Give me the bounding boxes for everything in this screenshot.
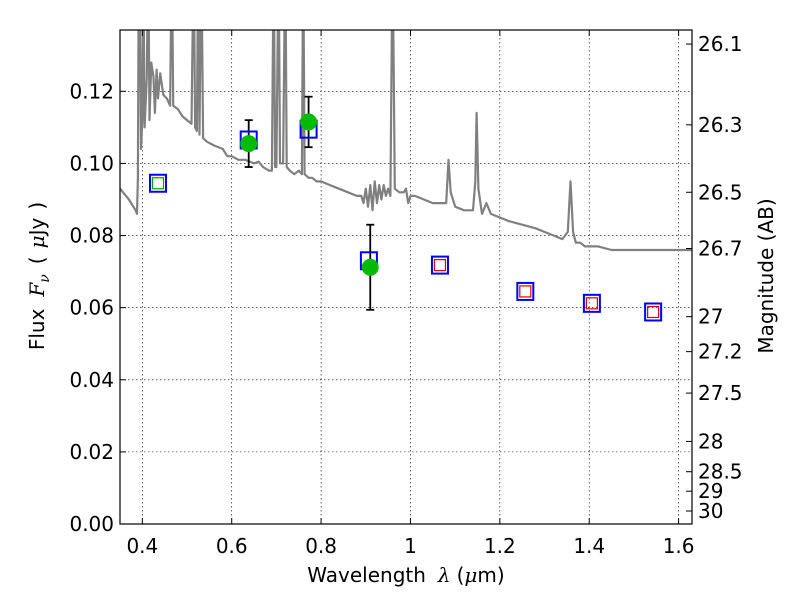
green-circle-marker (240, 135, 258, 153)
grid (120, 30, 692, 524)
y2-tick-label: 29 (698, 479, 723, 503)
y-tick-label: 0.08 (69, 224, 114, 248)
x-tick-label: 1 (404, 534, 417, 558)
x-tick-label: 0.8 (305, 534, 337, 558)
y2-tick-label: 28 (698, 429, 723, 453)
y-tick-label: 0.02 (69, 440, 114, 464)
y2-tick-label: 30 (698, 499, 723, 523)
y-tick-label: 0.04 (69, 368, 114, 392)
blue-square-marker (430, 255, 449, 275)
x-axis-title: Wavelength λ (μm) (307, 563, 504, 587)
x-tick-label: 0.6 (216, 534, 248, 558)
photometry-layer (148, 95, 663, 322)
x-tick-label: 0.4 (126, 534, 158, 558)
blue-square-marker (148, 173, 167, 193)
y-tick-label: 0.00 (69, 512, 114, 536)
red-square-marker (647, 305, 660, 319)
y-tick-label: 0.12 (69, 79, 114, 103)
blue-square-marker (516, 281, 535, 301)
red-square-marker (519, 285, 532, 298)
model-spectrum-layer (120, 30, 692, 252)
green-square-marker (151, 177, 165, 190)
blue-square-marker (582, 293, 601, 313)
blue-square-marker (644, 302, 663, 322)
axis-ticks: 0.4 0.6 0.8 1 1.2 1.4 1.6 0.00 0.02 0.04 0.06 0.08 0… (69, 30, 743, 558)
y-tick-label: 0.10 (69, 151, 114, 175)
x-tick-label: 1.2 (484, 534, 516, 558)
green-circle-marker (300, 113, 318, 131)
x-tick-label: 1.6 (663, 534, 695, 558)
y2-tick-label: 27.2 (698, 340, 743, 364)
y2-tick-label: 26.7 (698, 237, 743, 261)
green-circle-marker (361, 258, 379, 276)
x-tick-label: 1.4 (573, 534, 605, 558)
y-axis-title: FluxFν(μJy) (25, 202, 53, 350)
red-square-marker (433, 259, 447, 272)
model-spectrum-line (120, 30, 692, 252)
y2-tick-label: 26.1 (698, 32, 743, 56)
plot-frame (119, 29, 693, 525)
y2-tick-label: 27 (698, 305, 723, 329)
y2-tick-label: 27.5 (698, 381, 743, 405)
y2-axis-title: Magnitude (AB) (754, 198, 778, 353)
y-tick-label: 0.06 (69, 296, 114, 320)
y2-tick-label: 26.3 (698, 113, 743, 137)
y2-tick-label: 28.5 (698, 460, 743, 484)
y2-tick-label: 26.5 (698, 180, 743, 204)
red-square-marker (585, 297, 599, 310)
